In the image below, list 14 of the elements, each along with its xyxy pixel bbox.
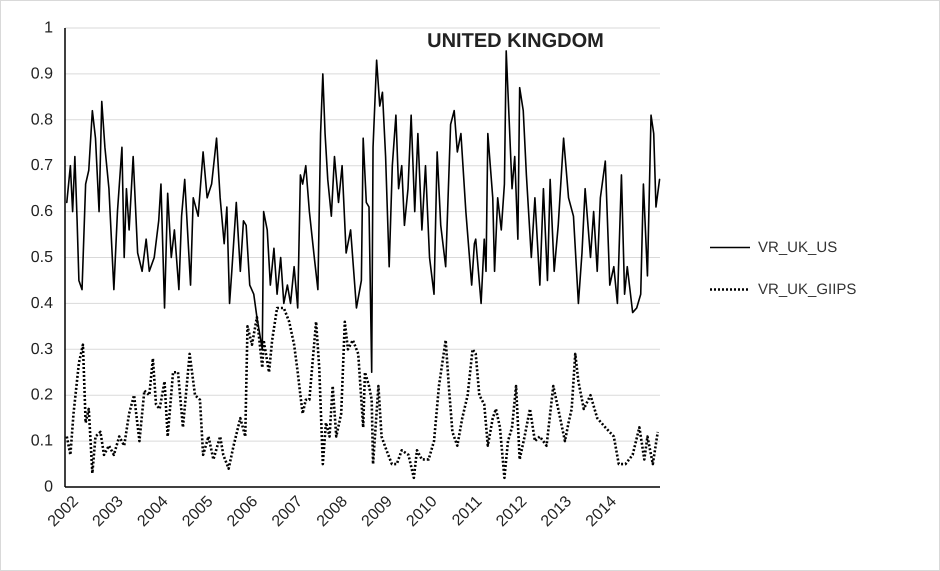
y-tick-label: 0.4 xyxy=(30,294,54,312)
legend-label: VR_UK_US xyxy=(758,239,838,256)
y-tick-label: 0.8 xyxy=(30,111,54,128)
y-tick-label: 0.5 xyxy=(30,249,54,266)
chart-title: UNITED KINGDOM xyxy=(427,30,604,52)
y-tick-label: 0.9 xyxy=(30,65,54,82)
y-tick-label: 0.7 xyxy=(30,157,54,174)
y-tick-label: 1 xyxy=(44,20,54,36)
y-tick-label: 0.6 xyxy=(30,203,54,220)
y-tick-label: 0.1 xyxy=(30,432,54,450)
legend-label: VR_UK_GIIPS xyxy=(758,281,856,298)
y-tick-label: 0 xyxy=(44,478,54,496)
y-tick-label: 0.2 xyxy=(30,386,54,404)
y-tick-label: 0.3 xyxy=(30,340,54,358)
